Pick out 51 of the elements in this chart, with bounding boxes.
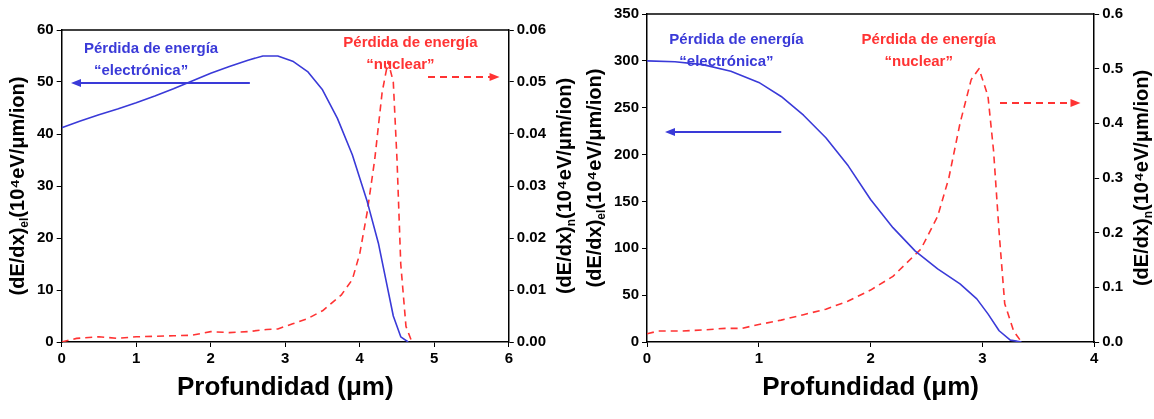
x-axis-title: Profundidad (μm) (762, 371, 979, 402)
x-tick-label: 3 (978, 349, 987, 367)
y-tick-label: 0 (45, 332, 54, 350)
y-tick-label: 250 (614, 97, 640, 115)
x-tick-label: 0 (642, 349, 652, 367)
y2-tick-label: 0.0 (1102, 332, 1124, 350)
y-axis-title: (dE/dx)el(10⁴eV/μm/ion) (5, 76, 32, 296)
y-tick-label: 200 (614, 144, 640, 162)
y-tick-label: 50 (622, 285, 640, 303)
x-tick-label: 1 (132, 349, 141, 367)
x-axis-title: Profundidad (μm) (176, 371, 394, 402)
y2-tick-label: 0.5 (1102, 58, 1124, 76)
y2-tick-label: 0.3 (1102, 168, 1124, 186)
x-tick-label: 4 (1089, 349, 1099, 367)
x-tick-label: 3 (281, 349, 290, 367)
y-tick-label: 350 (614, 4, 640, 22)
y-tick-label: 60 (37, 20, 54, 38)
series-label: Pérdida de energía “electrónica” (669, 30, 805, 70)
y-tick-label: 0 (630, 332, 640, 350)
x-tick-label: 6 (504, 349, 513, 367)
y-tick-label: 150 (614, 191, 640, 209)
y-tick-label: 50 (37, 72, 54, 90)
y2-tick-label: 0.2 (1102, 222, 1124, 240)
y2-tick-label: 0.6 (1102, 4, 1124, 22)
y2-tick-label: 0.1 (1102, 277, 1124, 295)
x-tick-label: 1 (754, 349, 763, 367)
y2-axis-title: (dE/dx)n(10⁴eV/μm/ion) (552, 77, 579, 295)
x-tick-label: 4 (355, 349, 365, 367)
x-tick-label: 5 (430, 349, 439, 367)
y-tick-label: 40 (37, 124, 54, 142)
y-axis-title: (dE/dx)el(10⁴eV/μm/ion) (582, 68, 609, 288)
y-tick-label: 100 (614, 238, 640, 256)
y-tick-label: 10 (37, 280, 54, 298)
y2-tick-label: 0.01 (516, 280, 547, 298)
y2-tick-label: 0.00 (516, 332, 547, 350)
y2-tick-label: 0.06 (516, 20, 547, 38)
y2-tick-label: 0.04 (516, 124, 547, 142)
y2-tick-label: 0.03 (516, 176, 547, 194)
series-label: Pérdida de energía “nuclear” (343, 32, 479, 72)
y2-axis-title: (dE/dx)n(10⁴eV/μm/ion) (1129, 69, 1154, 287)
series-label: Pérdida de energía “nuclear” (861, 30, 997, 70)
x-tick-label: 2 (206, 349, 215, 367)
series-label: Pérdida de energía “electrónica” (84, 38, 219, 78)
y2-tick-label: 0.02 (516, 228, 547, 246)
y-tick-label: 30 (37, 176, 54, 194)
x-tick-label: 2 (866, 349, 875, 367)
y-tick-label: 20 (37, 228, 54, 246)
y-tick-label: 300 (614, 51, 640, 68)
y2-tick-label: 0.05 (516, 72, 547, 90)
y2-tick-label: 0.4 (1102, 113, 1124, 131)
x-tick-label: 0 (57, 349, 66, 367)
